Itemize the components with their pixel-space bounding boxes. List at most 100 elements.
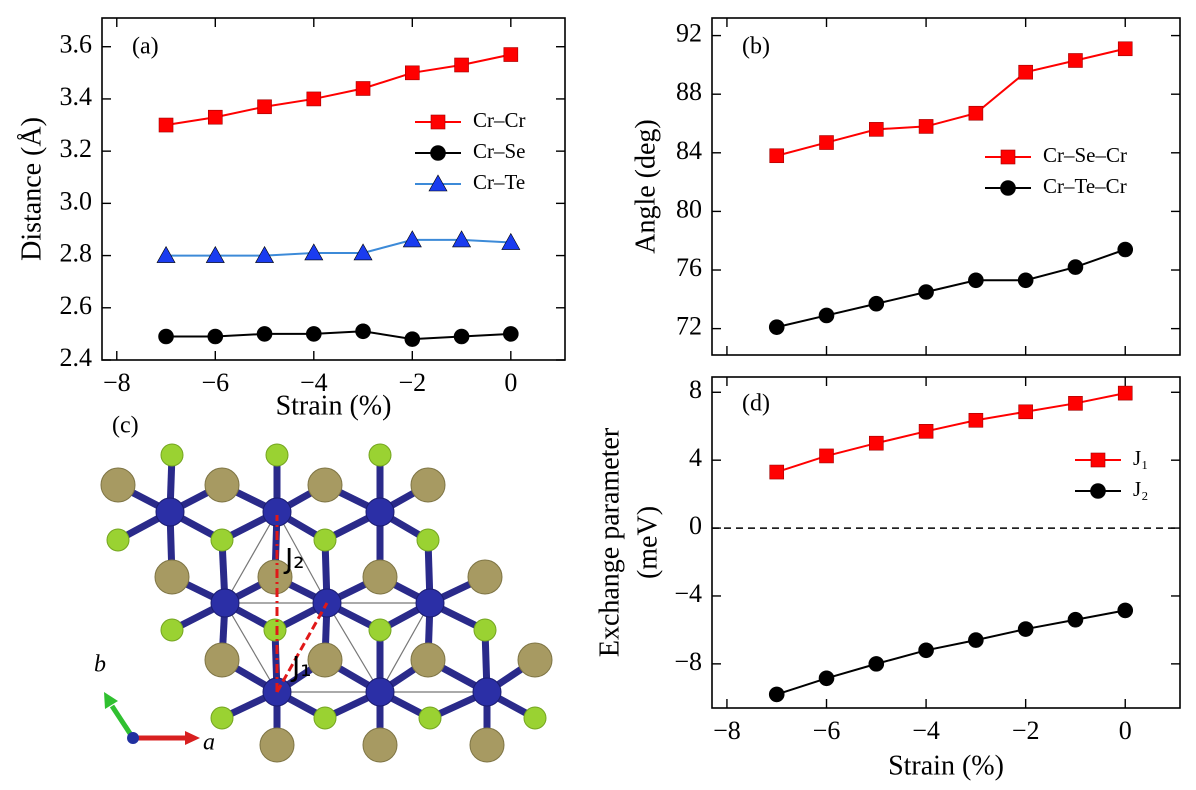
- origin: [127, 732, 139, 744]
- marker: [918, 119, 934, 134]
- marker: [1067, 611, 1084, 628]
- te-atom: [204, 642, 240, 678]
- legend-marker: [430, 145, 446, 161]
- chart: 72 76 80 84 88 92 (b) Angle (deg) Cr–Se–Cr Cr–Te–…: [630, 17, 1181, 356]
- te-atom: [362, 559, 398, 595]
- bond-label: J₂: [283, 542, 304, 575]
- te-atom: [467, 559, 503, 595]
- marker: [404, 331, 421, 347]
- axis-name: b: [94, 652, 106, 678]
- y-tick-label: 8: [689, 375, 702, 404]
- se-atom: [416, 528, 440, 552]
- marker: [769, 464, 785, 480]
- marker: [768, 319, 785, 335]
- cr-atom: [262, 497, 292, 527]
- chart: −8 −4 0 4 8 −8 −6 −4 −2 0 (d) Strain (%) Exchange pa…: [594, 375, 1181, 781]
- marker: [402, 230, 422, 248]
- marker: [205, 245, 225, 263]
- marker: [868, 656, 885, 672]
- te-atom: [257, 559, 293, 595]
- x-tick-label: −2: [398, 368, 426, 397]
- y-tick-label: 92: [676, 19, 702, 48]
- x-tick-label: −2: [1012, 716, 1040, 745]
- y-tick-label: 3.2: [60, 134, 93, 163]
- y-tick-label: 2.4: [60, 343, 93, 372]
- marker: [255, 245, 275, 263]
- te-atom: [410, 642, 446, 678]
- y-axis-label: Angle (deg): [630, 119, 661, 254]
- se-atom: [523, 706, 547, 730]
- panel-label: (b): [742, 34, 770, 60]
- marker: [158, 328, 174, 345]
- marker: [256, 326, 273, 342]
- legend-label: Cr–Te: [473, 170, 525, 194]
- marker: [1017, 272, 1034, 289]
- y-tick-label: 3.6: [60, 30, 93, 59]
- cell-edge: [326, 602, 381, 693]
- y-tick-label: 72: [676, 312, 702, 341]
- legend-marker: [1090, 452, 1106, 468]
- y-axis-label: Exchange parameter: [594, 427, 625, 657]
- legend-marker: [1090, 483, 1106, 499]
- marker: [453, 328, 470, 345]
- te-atom: [259, 727, 295, 763]
- y-tick-label: 4: [689, 443, 702, 472]
- series-line: [166, 330, 511, 341]
- marker: [1017, 621, 1034, 637]
- panel-label: (d): [742, 391, 770, 417]
- marker: [207, 109, 223, 125]
- y-tick-label: 2.8: [60, 239, 93, 268]
- marker: [452, 230, 472, 248]
- marker: [968, 105, 984, 121]
- marker: [503, 47, 519, 62]
- y-tick-label: 0: [689, 511, 702, 540]
- marker: [918, 424, 934, 439]
- plot-frame: [711, 17, 1181, 356]
- marker: [819, 135, 834, 150]
- te-atom: [307, 467, 343, 503]
- se-atom: [473, 618, 497, 642]
- se-atom: [160, 443, 184, 467]
- te-atom: [204, 467, 240, 503]
- te-atom: [154, 559, 190, 595]
- te-atom: [307, 642, 343, 678]
- series-line: [776, 47, 1126, 157]
- marker: [968, 632, 984, 648]
- se-atom: [210, 706, 234, 730]
- series-line: [166, 238, 511, 257]
- y-tick-label: 3.0: [60, 186, 93, 215]
- se-atom: [263, 618, 287, 642]
- marker: [918, 284, 934, 300]
- cr-atom: [415, 588, 445, 618]
- marker: [503, 326, 519, 342]
- marker: [769, 148, 785, 164]
- marker: [1117, 241, 1134, 258]
- marker: [1018, 64, 1033, 80]
- legend-label: Cr–Se–Cr: [1043, 143, 1127, 167]
- se-atom: [368, 443, 392, 467]
- cr-atom: [472, 677, 502, 707]
- marker: [156, 245, 176, 263]
- chart: 2.4 2.6 2.8 3.0 3.2 3.4 3.6 −8 −6 −4 −2 0 (a) Strain …: [16, 17, 566, 421]
- se-atom: [313, 528, 337, 552]
- marker: [1018, 404, 1033, 420]
- marker: [868, 435, 884, 451]
- cell-edge: [379, 602, 431, 693]
- marker: [918, 642, 934, 659]
- legend-label: Cr–Se: [473, 139, 526, 163]
- x-tick-label: 0: [1119, 716, 1132, 745]
- marker: [1117, 385, 1133, 401]
- plot-frame: [711, 376, 1181, 709]
- legend-marker: [1000, 180, 1016, 196]
- cell-edge: [276, 511, 328, 604]
- marker: [868, 295, 885, 312]
- cr-atom: [365, 677, 395, 707]
- marker: [501, 232, 521, 250]
- cr-atom: [365, 497, 395, 527]
- x-axis-label: Strain (%): [276, 390, 392, 421]
- legend-label: J₁: [1133, 446, 1149, 470]
- plot-frame: [101, 17, 566, 361]
- marker: [158, 117, 174, 133]
- se-atom: [265, 443, 289, 467]
